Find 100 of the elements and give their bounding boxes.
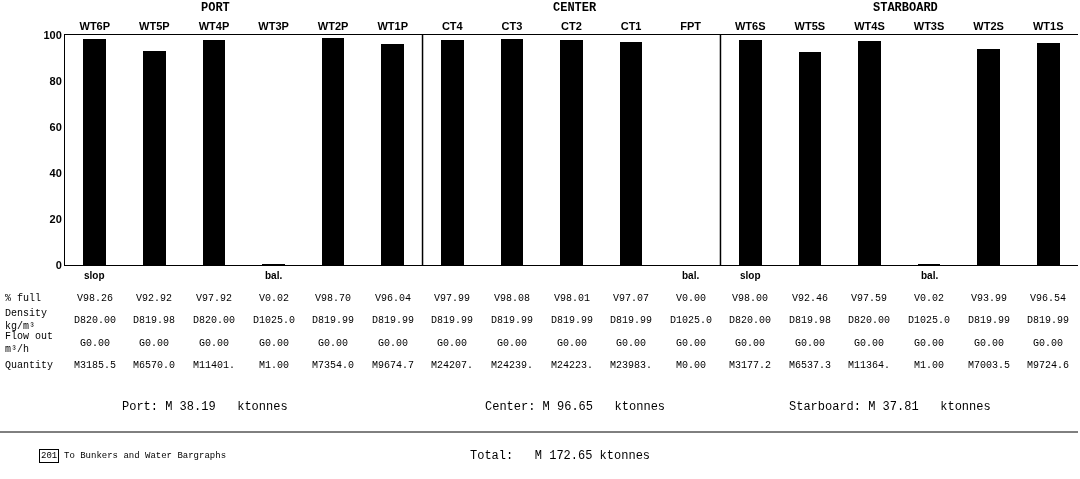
x-tick-label: WT1S [1032,19,1064,32]
x-tick-label: WT3S [913,19,945,32]
text: Density kg/m³ [5,308,48,332]
text: M24223. [551,360,594,371]
text: G0.00 [80,338,111,349]
text: G0.00 [259,338,290,349]
text: Center: M 96.65 ktonnes [485,400,666,414]
data-label: V93.99 [971,293,1008,304]
text: M1.00 [259,360,290,371]
data-label: V92.92 [136,293,173,304]
text: D820.00 [74,315,117,326]
text: G0.00 [735,338,766,349]
data-label: V98.08 [494,293,531,304]
text: G0.00 [139,338,170,349]
y-tick-label: 100 [43,28,62,41]
text: 201 [41,451,58,461]
data-label: V0.00 [676,293,707,304]
text: D1025.0 [670,315,713,326]
data-label: V98.00 [732,293,769,304]
text: G0.00 [616,338,647,349]
y-tick-label: 40 [49,166,62,179]
text: M3185.5 [74,360,117,371]
data-label: V97.92 [196,293,233,304]
text: Port: M 38.19 ktonnes [122,400,288,414]
text: % full [5,293,42,304]
text: D820.00 [848,315,891,326]
data-label: V96.04 [375,293,412,304]
x-tick-label: CT3 [501,19,523,32]
text: D819.99 [431,315,474,326]
annotation: bal. [682,270,700,281]
text: M0.00 [676,360,707,371]
x-tick-label: WT6S [734,19,766,32]
x-tick-label: WT4P [198,19,230,32]
text: G0.00 [497,338,528,349]
text: G0.00 [199,338,230,349]
annotation: slop [84,270,105,281]
x-tick-label: WT5S [794,19,826,32]
text: M7354.0 [312,360,355,371]
text: G0.00 [914,338,945,349]
x-tick-label: WT4S [854,19,885,32]
data-label: V0.02 [914,293,945,304]
text: M24207. [431,360,474,371]
x-tick-label: WT2P [317,19,349,32]
text: D819.99 [312,315,355,326]
text: G0.00 [795,338,826,349]
text: G0.00 [318,338,349,349]
text: CENTER [553,1,598,15]
text: STARBOARD [873,1,938,15]
text: M7003.5 [968,360,1011,371]
text: To Bunkers and Water Bargraphs [64,451,227,461]
text: Flow out m³/h [5,331,54,355]
text: M9724.6 [1027,360,1070,371]
x-tick-label: CT2 [561,19,582,32]
text: M11401. [193,360,236,371]
text: Starboard: M 37.81 ktonnes [789,400,991,414]
text: M24239. [491,360,534,371]
text: D1025.0 [253,315,296,326]
y-tick-label: 0 [55,258,62,271]
text: Total: M 172.65 ktonnes [470,449,651,463]
text: D820.00 [729,315,772,326]
x-tick-label: FPT [680,19,702,32]
text: M3177.2 [729,360,772,371]
text: G0.00 [974,338,1005,349]
x-tick-label: WT1P [377,19,409,32]
data-label: V92.46 [792,293,829,304]
x-tick-label: WT3P [258,19,289,32]
text: M6570.0 [133,360,176,371]
text: D819.99 [610,315,653,326]
annotation: bal. [265,270,283,281]
text: D819.99 [1027,315,1070,326]
text: G0.00 [676,338,707,349]
text: M9674.7 [372,360,415,371]
text: PORT [201,1,230,15]
text: G0.00 [557,338,588,349]
data-label: V98.01 [554,293,591,304]
text: M23983. [610,360,653,371]
y-tick-label: 60 [49,120,62,133]
text: Quantity [5,360,54,371]
text: D819.99 [491,315,534,326]
x-tick-label: WT6P [79,19,111,32]
x-tick-label: CT4 [441,19,464,32]
text: D819.99 [968,315,1011,326]
x-tick-label: WT5P [139,19,170,32]
text: M6537.3 [789,360,832,371]
data-label: V97.59 [851,293,888,304]
text: D819.99 [372,315,415,326]
data-label: V98.70 [315,293,352,304]
annotation: slop [740,270,761,281]
data-label: V97.99 [434,293,471,304]
text: D819.99 [551,315,594,326]
x-tick-label: WT2S [973,19,1004,32]
data-label: V97.07 [613,293,650,304]
text: G0.00 [1033,338,1064,349]
x-tick-label: CT1 [620,19,642,32]
y-tick-label: 20 [49,212,62,225]
text: G0.00 [854,338,885,349]
text: M11364. [848,360,891,371]
text: D1025.0 [908,315,951,326]
text: D820.00 [193,315,236,326]
annotation: bal. [921,270,939,281]
